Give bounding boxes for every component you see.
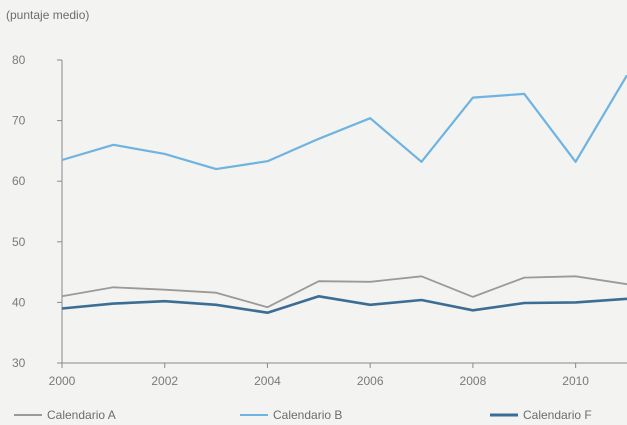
x-tick-label: 2006 bbox=[357, 374, 384, 388]
x-tick-label: 2010 bbox=[562, 374, 589, 388]
y-tick-label: 70 bbox=[12, 114, 26, 128]
y-tick-label: 80 bbox=[12, 53, 26, 67]
y-tick-label: 60 bbox=[12, 174, 26, 188]
legend-label: Calendario F bbox=[523, 408, 592, 422]
y-tick-label: 40 bbox=[12, 295, 26, 309]
x-tick-label: 2000 bbox=[49, 374, 76, 388]
series-line-calendario-b bbox=[61, 74, 627, 171]
axes: 30 40 50 60 70 80 2000 2002 2004 2006 2008 2010 bbox=[12, 53, 627, 388]
x-tick-label: 2002 bbox=[151, 374, 178, 388]
y-tick-label: 30 bbox=[12, 356, 26, 370]
series-line-calendario-a bbox=[61, 275, 627, 309]
x-tick-label: 2008 bbox=[460, 374, 487, 388]
legend-label: Calendario B bbox=[273, 408, 342, 422]
legend-label: Calendario A bbox=[47, 408, 116, 422]
legend: Calendario A Calendario B Calendario F bbox=[14, 408, 592, 422]
series-line-calendario-f bbox=[61, 294, 627, 315]
y-tick-label: 50 bbox=[12, 235, 26, 249]
series-layer bbox=[61, 74, 627, 315]
x-tick-label: 2004 bbox=[254, 374, 281, 388]
y-axis-unit-label: (puntaje medio) bbox=[6, 8, 90, 22]
